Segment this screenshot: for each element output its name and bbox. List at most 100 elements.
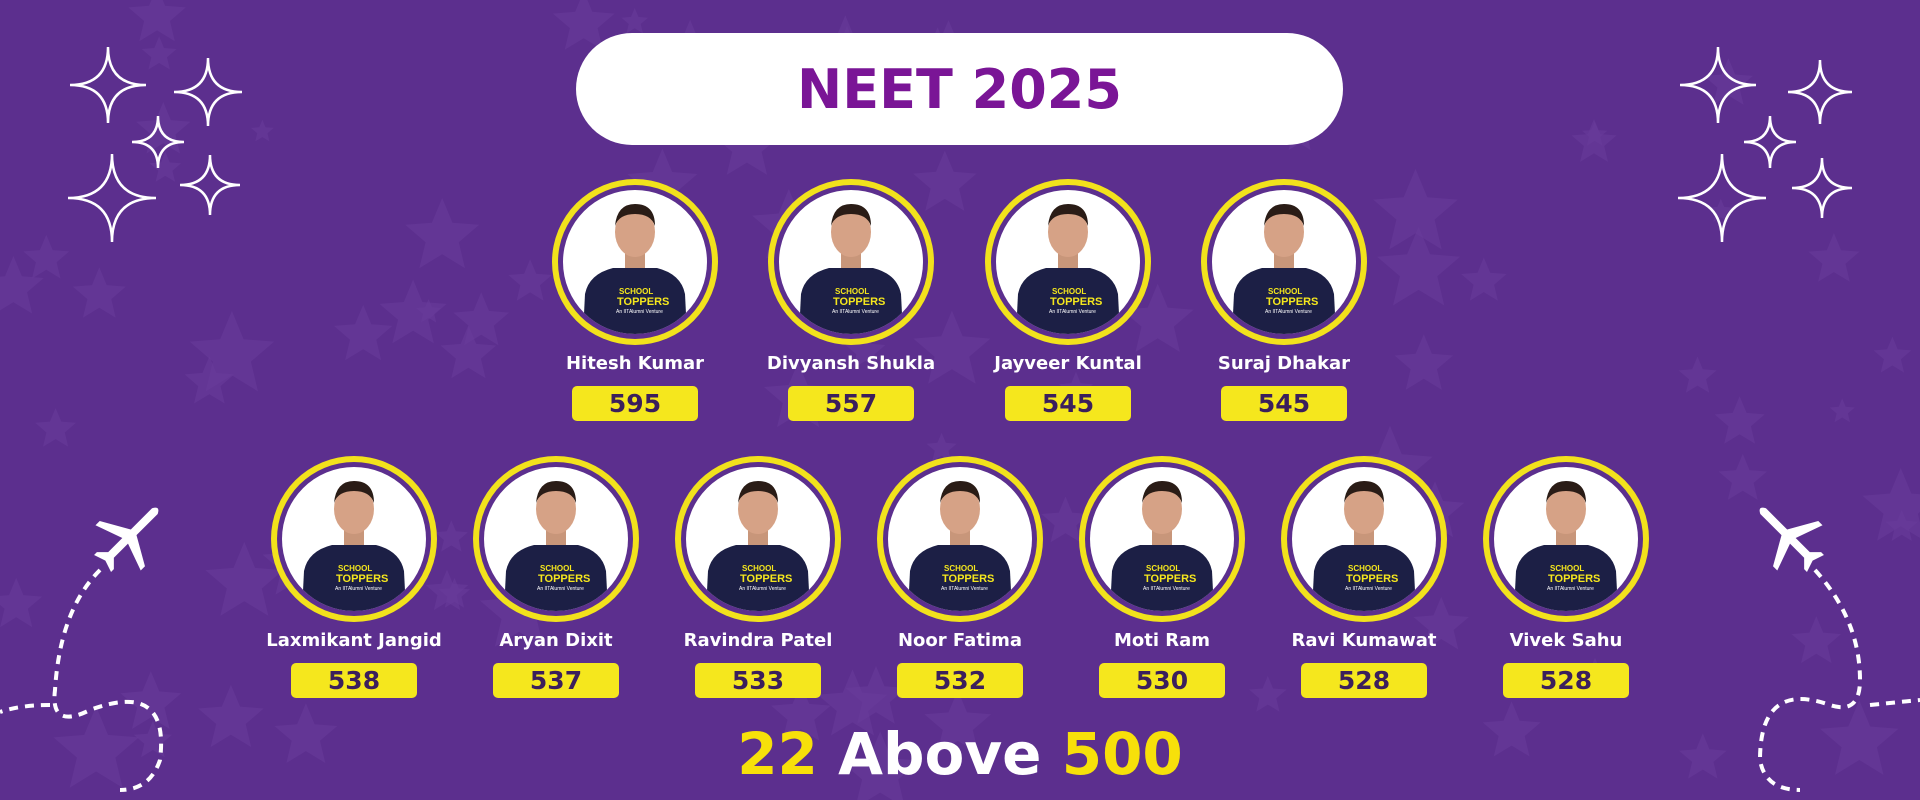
svg-text:SCHOOL: SCHOOL: [619, 287, 653, 296]
student-photo: SCHOOL TOPPERS An IITAlumni Venture: [1494, 467, 1638, 611]
background-star: [1373, 168, 1458, 250]
score-badge: 533: [695, 663, 821, 698]
svg-text:An IITAlumni Venture: An IITAlumni Venture: [739, 586, 786, 592]
background-star: [913, 310, 991, 384]
background-star: [1714, 396, 1765, 444]
sparkle: [131, 115, 185, 169]
svg-text:TOPPERS: TOPPERS: [538, 573, 590, 585]
student-photo: SCHOOL TOPPERS An IITAlumni Venture: [282, 467, 426, 611]
student-name: Ravindra Patel: [683, 630, 833, 651]
background-star: [434, 520, 468, 552]
student-name: Moti Ram: [1113, 630, 1211, 651]
background-star: [0, 255, 44, 314]
background-star: [149, 151, 182, 182]
sparkle: [67, 153, 157, 243]
background-star: [405, 198, 480, 269]
svg-text:TOPPERS: TOPPERS: [740, 573, 792, 585]
person-avatar-icon: SCHOOL TOPPERS An IITAlumni Venture: [1312, 481, 1416, 611]
background-star: [1678, 356, 1717, 393]
page-title: NEET 2025: [797, 57, 1122, 121]
photo-ring: SCHOOL TOPPERS An IITAlumni Venture: [1201, 179, 1367, 345]
svg-text:TOPPERS: TOPPERS: [1346, 573, 1398, 585]
svg-text:TOPPERS: TOPPERS: [833, 296, 885, 308]
background-star: [53, 706, 139, 788]
topper-card: SCHOOL TOPPERS An IITAlumni Venture Moti…: [1052, 456, 1272, 698]
background-star: [1885, 509, 1919, 541]
airplane-path-left-icon: [0, 507, 164, 792]
svg-text:An IITAlumni Venture: An IITAlumni Venture: [941, 586, 988, 592]
background-star: [1413, 596, 1469, 650]
svg-text:SCHOOL: SCHOOL: [1146, 564, 1180, 573]
student-photo: SCHOOL TOPPERS An IITAlumni Venture: [779, 190, 923, 334]
topper-card: SCHOOL TOPPERS An IITAlumni Venture Ravi…: [1254, 456, 1474, 698]
student-name: Jayveer Kuntal: [994, 353, 1142, 374]
background-star: [840, 731, 921, 800]
photo-ring: SCHOOL TOPPERS An IITAlumni Venture: [271, 456, 437, 622]
background-star: [924, 690, 992, 754]
svg-text:SCHOOL: SCHOOL: [944, 564, 978, 573]
svg-text:An IITAlumni Venture: An IITAlumni Venture: [335, 586, 382, 592]
topper-card: SCHOOL TOPPERS An IITAlumni Venture Arya…: [446, 456, 666, 698]
background-star: [1679, 733, 1727, 779]
sparkle: [1677, 153, 1767, 243]
score-badge: 537: [493, 663, 619, 698]
sparkle: [179, 154, 241, 216]
background-star: [1121, 283, 1194, 352]
background-star: [1041, 496, 1090, 543]
photo-ring: SCHOOL TOPPERS An IITAlumni Venture: [768, 179, 934, 345]
airplane-path-right-icon: [1757, 507, 1920, 792]
sparkle: [69, 46, 147, 124]
student-photo: SCHOOL TOPPERS An IITAlumni Venture: [1212, 190, 1356, 334]
person-avatar-icon: SCHOOL TOPPERS An IITAlumni Venture: [706, 481, 810, 611]
background-star: [120, 671, 182, 729]
student-photo: SCHOOL TOPPERS An IITAlumni Venture: [1292, 467, 1436, 611]
photo-ring: SCHOOL TOPPERS An IITAlumni Venture: [473, 456, 639, 622]
svg-text:TOPPERS: TOPPERS: [1050, 296, 1102, 308]
student-name: Aryan Dixit: [499, 630, 613, 651]
background-star: [913, 150, 977, 211]
person-avatar-icon: SCHOOL TOPPERS An IITAlumni Venture: [1016, 204, 1120, 334]
background-star: [1394, 334, 1454, 390]
score-badge: 545: [1005, 386, 1131, 421]
background-star: [0, 577, 43, 628]
background-star: [771, 684, 831, 741]
title-banner: NEET 2025: [576, 33, 1343, 145]
footer-threshold: 500: [1061, 720, 1183, 788]
student-name: Ravi Kumawat: [1291, 630, 1437, 651]
student-photo: SCHOOL TOPPERS An IITAlumni Venture: [996, 190, 1140, 334]
svg-text:An IITAlumni Venture: An IITAlumni Venture: [537, 586, 584, 592]
person-avatar-icon: SCHOOL TOPPERS An IITAlumni Venture: [583, 204, 687, 334]
student-name: Suraj Dhakar: [1217, 353, 1351, 374]
background-star: [845, 330, 886, 369]
background-star: [23, 234, 70, 279]
score-badge: 528: [1301, 663, 1427, 698]
background-star: [333, 304, 393, 361]
svg-text:An IITAlumni Venture: An IITAlumni Venture: [616, 309, 663, 315]
photo-ring: SCHOOL TOPPERS An IITAlumni Venture: [1483, 456, 1649, 622]
student-photo: SCHOOL TOPPERS An IITAlumni Venture: [888, 467, 1032, 611]
person-avatar-icon: SCHOOL TOPPERS An IITAlumni Venture: [302, 481, 406, 611]
svg-text:An IITAlumni Venture: An IITAlumni Venture: [1265, 309, 1312, 315]
person-avatar-icon: SCHOOL TOPPERS An IITAlumni Venture: [908, 481, 1012, 611]
footer-count: 22: [737, 720, 818, 788]
score-badge: 538: [291, 663, 417, 698]
svg-text:An IITAlumni Venture: An IITAlumni Venture: [1547, 586, 1594, 592]
background-star: [453, 292, 510, 346]
background-star: [141, 36, 177, 70]
background-star: [926, 432, 957, 462]
score-badge: 595: [572, 386, 698, 421]
person-avatar-icon: SCHOOL TOPPERS An IITAlumni Venture: [1110, 481, 1214, 611]
person-avatar-icon: SCHOOL TOPPERS An IITAlumni Venture: [504, 481, 608, 611]
svg-text:An IITAlumni Venture: An IITAlumni Venture: [832, 309, 879, 315]
svg-text:An IITAlumni Venture: An IITAlumni Venture: [1143, 586, 1190, 592]
svg-text:SCHOOL: SCHOOL: [1052, 287, 1086, 296]
student-name: Divyansh Shukla: [766, 353, 936, 374]
topper-card: SCHOOL TOPPERS An IITAlumni Venture Divy…: [741, 179, 961, 421]
topper-card: SCHOOL TOPPERS An IITAlumni Venture Sura…: [1174, 179, 1394, 421]
person-avatar-icon: SCHOOL TOPPERS An IITAlumni Venture: [1514, 481, 1618, 611]
footer-text: Above: [838, 720, 1042, 788]
sparkles-right-icon: [1677, 46, 1853, 243]
svg-text:SCHOOL: SCHOOL: [1348, 564, 1382, 573]
background-star: [621, 7, 649, 34]
score-badge: 528: [1503, 663, 1629, 698]
